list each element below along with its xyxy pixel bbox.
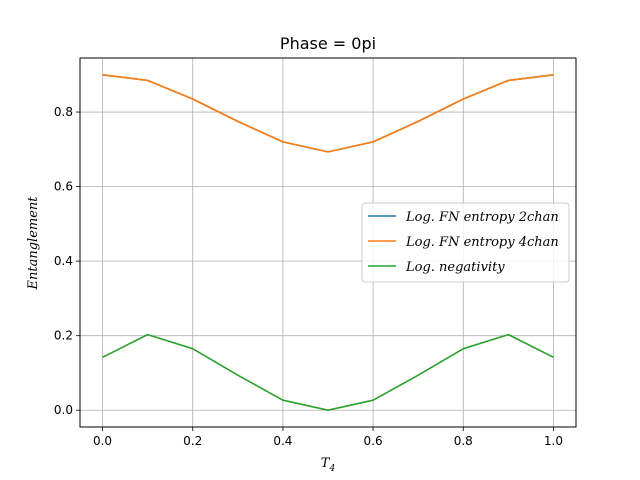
x-axis-label: T4 bbox=[321, 456, 336, 474]
series-line-3 bbox=[102, 333, 554, 412]
x-tick-label: 0.0 bbox=[93, 434, 112, 448]
x-tick-label: 0.8 bbox=[454, 434, 473, 448]
series-line-2 bbox=[102, 74, 554, 153]
y-axis-label: Entanglement bbox=[26, 196, 41, 291]
x-tick-label: 1.0 bbox=[544, 434, 563, 448]
y-axis-ticks: 0.0 0.2 0.4 0.6 0.8 bbox=[54, 105, 80, 417]
y-tick-label: 0.2 bbox=[54, 329, 73, 343]
series-line-1 bbox=[102, 74, 554, 153]
legend-label-2: Log. FN entropy 4chan bbox=[405, 235, 559, 250]
plot-frame bbox=[79, 57, 577, 428]
y-tick-label: 0.0 bbox=[54, 403, 73, 417]
legend: Log. FN entropy 2chan Log. FN entropy 4ch… bbox=[361, 202, 570, 283]
x-tick-label: 0.2 bbox=[183, 434, 202, 448]
y-tick-label: 0.4 bbox=[54, 254, 73, 268]
x-tick-label: 0.4 bbox=[273, 434, 292, 448]
y-tick-label: 0.6 bbox=[54, 180, 73, 194]
x-axis-label-subscript: 4 bbox=[328, 464, 335, 474]
y-tick-label: 0.8 bbox=[54, 105, 73, 119]
chart-title: Phase = 0pi bbox=[280, 34, 376, 53]
legend-label-1: Log. FN entropy 2chan bbox=[405, 210, 559, 225]
legend-label-3: Log. negativity bbox=[405, 260, 505, 275]
legend-box bbox=[361, 202, 570, 283]
series-lines bbox=[102, 74, 554, 412]
x-tick-label: 0.6 bbox=[364, 434, 383, 448]
x-axis-ticks: 0.0 0.2 0.4 0.6 0.8 1.0 bbox=[93, 427, 563, 448]
x-axis-label-base: T bbox=[321, 456, 331, 471]
